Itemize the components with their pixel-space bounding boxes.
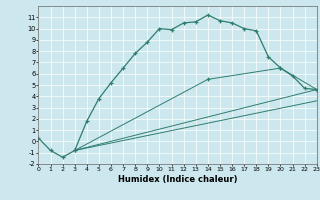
X-axis label: Humidex (Indice chaleur): Humidex (Indice chaleur) (118, 175, 237, 184)
